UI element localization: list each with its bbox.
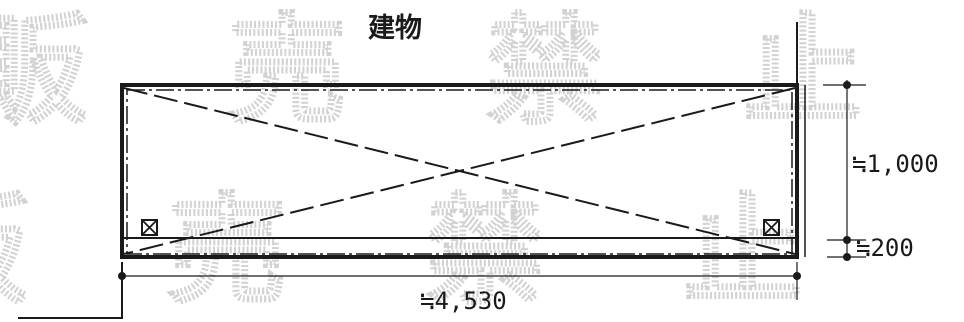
building-label: 建物	[368, 13, 422, 44]
dim-node-mid	[843, 236, 851, 244]
dimension-height-main: ≒1,000	[852, 150, 939, 178]
watermark-row-bottom: 販売禁止	[0, 182, 942, 320]
diagonal-line-2	[123, 87, 796, 255]
horizontal-dimension	[118, 262, 801, 300]
watermark-row-top: 販売禁止	[0, 2, 964, 140]
box-symbol-left	[141, 219, 158, 236]
dim-node-bottom	[843, 253, 851, 261]
dimension-height-small: ≒200	[856, 234, 914, 262]
dimension-width: ≒4,530	[420, 287, 507, 315]
dim-node-top	[843, 81, 851, 89]
dim-node-left	[118, 272, 126, 280]
inner-dashdot-outline	[126, 89, 793, 255]
vertical-dimension	[823, 80, 866, 261]
box-symbol-right	[763, 219, 780, 236]
dim-node-right	[793, 272, 801, 280]
opening-outline	[120, 83, 799, 259]
